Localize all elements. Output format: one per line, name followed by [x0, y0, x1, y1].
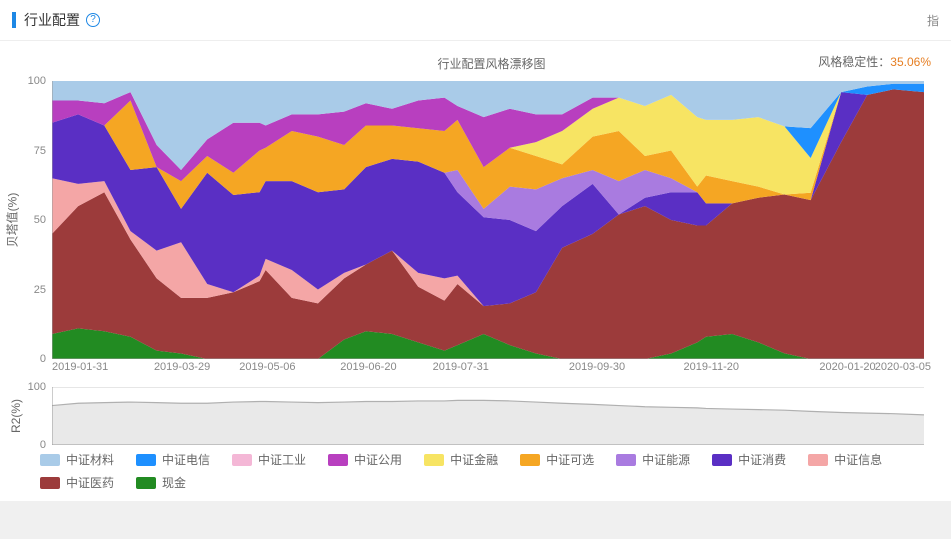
y-axis-label: 贝塔值(%): [4, 193, 21, 248]
r2-y-axis-label: R2(%): [9, 399, 23, 433]
legend-item[interactable]: 中证可选: [520, 451, 594, 468]
legend-swatch: [424, 454, 444, 466]
header-accent-bar: [12, 12, 16, 28]
legend-swatch: [136, 454, 156, 466]
legend-swatch: [808, 454, 828, 466]
legend-item[interactable]: 中证电信: [136, 451, 210, 468]
x-tick: 2019-01-31: [52, 361, 108, 373]
legend-label: 中证金融: [450, 451, 498, 468]
y-tick: 75: [34, 145, 46, 157]
x-axis: 2019-01-31 2019-03-29 2019-05-06 2019-06-20…: [52, 361, 931, 379]
legend-swatch: [40, 454, 60, 466]
legend-item[interactable]: 中证工业: [232, 451, 306, 468]
header-right-hint[interactable]: 指: [927, 12, 939, 29]
style-stability-value: 35.06%: [890, 55, 931, 69]
y-tick: 50: [34, 214, 46, 226]
x-tick: 2020-01-20: [819, 361, 875, 373]
legend-label: 中证能源: [642, 451, 690, 468]
x-tick: 2020-03-05: [875, 361, 931, 373]
main-chart-svg: [52, 81, 924, 359]
legend-label: 中证医药: [66, 474, 114, 491]
x-tick: 2019-07-31: [433, 361, 489, 373]
y-tick: 100: [28, 75, 46, 87]
legend-label: 中证材料: [66, 451, 114, 468]
help-icon[interactable]: ?: [86, 13, 100, 27]
legend-swatch: [616, 454, 636, 466]
y-tick: 0: [40, 353, 46, 365]
x-tick: 2019-06-20: [340, 361, 396, 373]
panel-title: 行业配置: [24, 10, 80, 30]
r2-y-tick: 100: [28, 381, 46, 393]
chart-title: 行业配置风格漂移图: [437, 55, 545, 72]
legend-label: 中证消费: [738, 451, 786, 468]
legend-item[interactable]: 中证医药: [40, 474, 114, 491]
legend-label: 现金: [162, 474, 186, 491]
chart-area: 行业配置风格漂移图 风格稳定性：35.06% 贝塔值(%) 0255075100…: [0, 41, 951, 387]
legend-swatch: [328, 454, 348, 466]
legend-item[interactable]: 中证金融: [424, 451, 498, 468]
x-tick: 2019-11-20: [684, 361, 739, 373]
x-tick: 2019-05-06: [239, 361, 295, 373]
legend-swatch: [136, 477, 156, 489]
industry-allocation-panel: 行业配置 ? 指 行业配置风格漂移图 风格稳定性：35.06% 贝塔值(%) 0…: [0, 0, 951, 501]
legend-item[interactable]: 中证材料: [40, 451, 114, 468]
r2-chart-svg: [52, 387, 924, 445]
panel-header: 行业配置 ? 指: [0, 0, 951, 41]
r2-chart-wrap: R2(%) 0100: [0, 387, 951, 445]
legend-swatch: [520, 454, 540, 466]
legend-label: 中证公用: [354, 451, 402, 468]
legend-item[interactable]: 中证能源: [616, 451, 690, 468]
r2-area[interactable]: [52, 400, 924, 445]
legend-swatch: [40, 477, 60, 489]
x-tick: 2019-09-30: [569, 361, 625, 373]
legend-label: 中证可选: [546, 451, 594, 468]
legend-item[interactable]: 中证消费: [712, 451, 786, 468]
main-plot: 贝塔值(%) 0255075100: [52, 81, 931, 359]
legend-swatch: [232, 454, 252, 466]
legend-swatch: [712, 454, 732, 466]
legend-item[interactable]: 中证公用: [328, 451, 402, 468]
x-tick: 2019-03-29: [154, 361, 210, 373]
legend-item[interactable]: 现金: [136, 474, 186, 491]
legend-label: 中证电信: [162, 451, 210, 468]
r2-plot: R2(%) 0100: [52, 387, 931, 445]
legend-item[interactable]: 中证信息: [808, 451, 882, 468]
style-stability-label: 风格稳定性：: [818, 55, 890, 69]
style-stability: 风格稳定性：35.06%: [818, 53, 931, 70]
legend-label: 中证信息: [834, 451, 882, 468]
legend-label: 中证工业: [258, 451, 306, 468]
y-tick: 25: [34, 284, 46, 296]
chart-title-row: 行业配置风格漂移图 风格稳定性：35.06%: [52, 53, 931, 73]
r2-y-tick: 0: [40, 439, 46, 451]
legend: 中证材料 中证电信 中证工业 中证公用 中证金融 中证可选 中证能源 中证消费 中证信息中证医药…: [0, 445, 951, 501]
